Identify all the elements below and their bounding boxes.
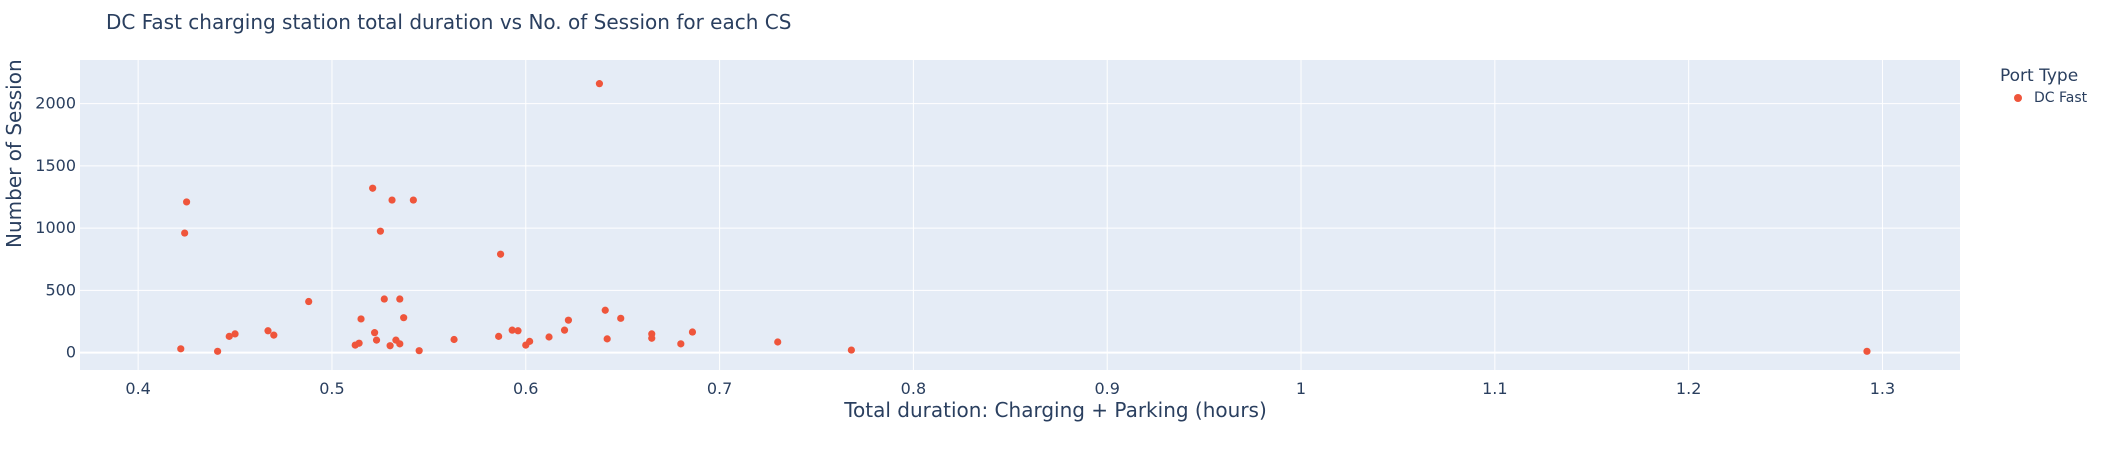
gridlines bbox=[80, 60, 1960, 370]
data-point[interactable] bbox=[688, 328, 697, 336]
x-tick-label: 0.9 bbox=[1094, 379, 1119, 398]
y-tick-label: 500 bbox=[45, 280, 76, 299]
data-point[interactable] bbox=[369, 184, 377, 192]
legend-title: Port Type bbox=[2000, 66, 2079, 86]
legend-item-dc-fast[interactable]: DC Fast bbox=[2014, 90, 2087, 106]
y-tick-label: 1500 bbox=[35, 156, 76, 175]
y-tick-label: 1000 bbox=[35, 218, 76, 237]
data-point[interactable] bbox=[595, 80, 604, 88]
data-point[interactable] bbox=[355, 339, 363, 347]
data-point[interactable] bbox=[181, 229, 189, 237]
x-tick-label: 0.5 bbox=[319, 379, 344, 398]
data-point[interactable] bbox=[270, 331, 278, 339]
x-tick-label: 1.2 bbox=[1676, 379, 1701, 398]
chart-title: DC Fast charging station total duration … bbox=[106, 10, 792, 34]
data-point[interactable] bbox=[560, 326, 569, 334]
data-point[interactable] bbox=[495, 332, 503, 340]
data-points[interactable] bbox=[177, 80, 1871, 355]
plot-background bbox=[80, 60, 1960, 370]
data-point[interactable] bbox=[182, 198, 191, 206]
x-tick-label: 0.7 bbox=[707, 379, 732, 398]
legend[interactable]: Port Type DC Fast bbox=[2000, 66, 2087, 106]
data-point[interactable] bbox=[415, 347, 423, 355]
data-point[interactable] bbox=[357, 315, 365, 323]
x-tick-label: 0.6 bbox=[513, 379, 538, 398]
data-point[interactable] bbox=[450, 335, 458, 344]
data-point[interactable] bbox=[603, 335, 611, 343]
x-tick-label: 1 bbox=[1296, 379, 1306, 398]
legend-label: DC Fast bbox=[2034, 90, 2088, 106]
y-tick-label: 0 bbox=[66, 343, 76, 362]
data-point[interactable] bbox=[376, 227, 385, 235]
data-point[interactable] bbox=[677, 340, 685, 348]
data-point[interactable] bbox=[526, 337, 534, 345]
data-point[interactable] bbox=[386, 342, 394, 350]
data-point[interactable] bbox=[264, 327, 272, 335]
data-point[interactable] bbox=[388, 196, 396, 204]
data-point[interactable] bbox=[370, 329, 379, 337]
data-point[interactable] bbox=[1863, 347, 1871, 355]
data-point[interactable] bbox=[564, 316, 573, 324]
data-point[interactable] bbox=[514, 327, 522, 335]
y-tick-label: 2000 bbox=[35, 94, 76, 113]
legend-marker-icon bbox=[2014, 94, 2022, 102]
tick-labels: 0.4 0.5 0.6 0.7 0.8 0.9 1 1.1 1.2 1.3 0 500 1000 1500… bbox=[35, 94, 1895, 398]
x-axis-title: Total duration: Charging + Parking (hour… bbox=[844, 398, 1267, 422]
data-point[interactable] bbox=[508, 326, 516, 334]
data-point[interactable] bbox=[496, 250, 505, 258]
data-point[interactable] bbox=[231, 330, 239, 338]
data-point[interactable] bbox=[396, 340, 404, 348]
data-point[interactable] bbox=[648, 330, 656, 338]
data-point[interactable] bbox=[380, 295, 388, 303]
x-tick-label: 1.1 bbox=[1482, 379, 1507, 398]
data-point[interactable] bbox=[225, 332, 233, 340]
y-axis-title: Number of Session bbox=[2, 59, 26, 248]
x-tick-label: 0.4 bbox=[125, 379, 150, 398]
data-point[interactable] bbox=[372, 336, 381, 344]
data-point[interactable] bbox=[847, 346, 855, 354]
data-point[interactable] bbox=[305, 297, 313, 306]
data-point[interactable] bbox=[177, 345, 185, 353]
data-point[interactable] bbox=[396, 295, 404, 303]
data-point[interactable] bbox=[545, 333, 553, 341]
data-point[interactable] bbox=[409, 196, 417, 204]
data-point[interactable] bbox=[601, 306, 609, 314]
data-point[interactable] bbox=[617, 314, 625, 322]
x-tick-label: 0.8 bbox=[901, 379, 926, 398]
x-tick-label: 1.3 bbox=[1870, 379, 1895, 398]
data-point[interactable] bbox=[774, 338, 782, 346]
data-point[interactable] bbox=[400, 314, 408, 322]
data-point[interactable] bbox=[214, 347, 222, 355]
